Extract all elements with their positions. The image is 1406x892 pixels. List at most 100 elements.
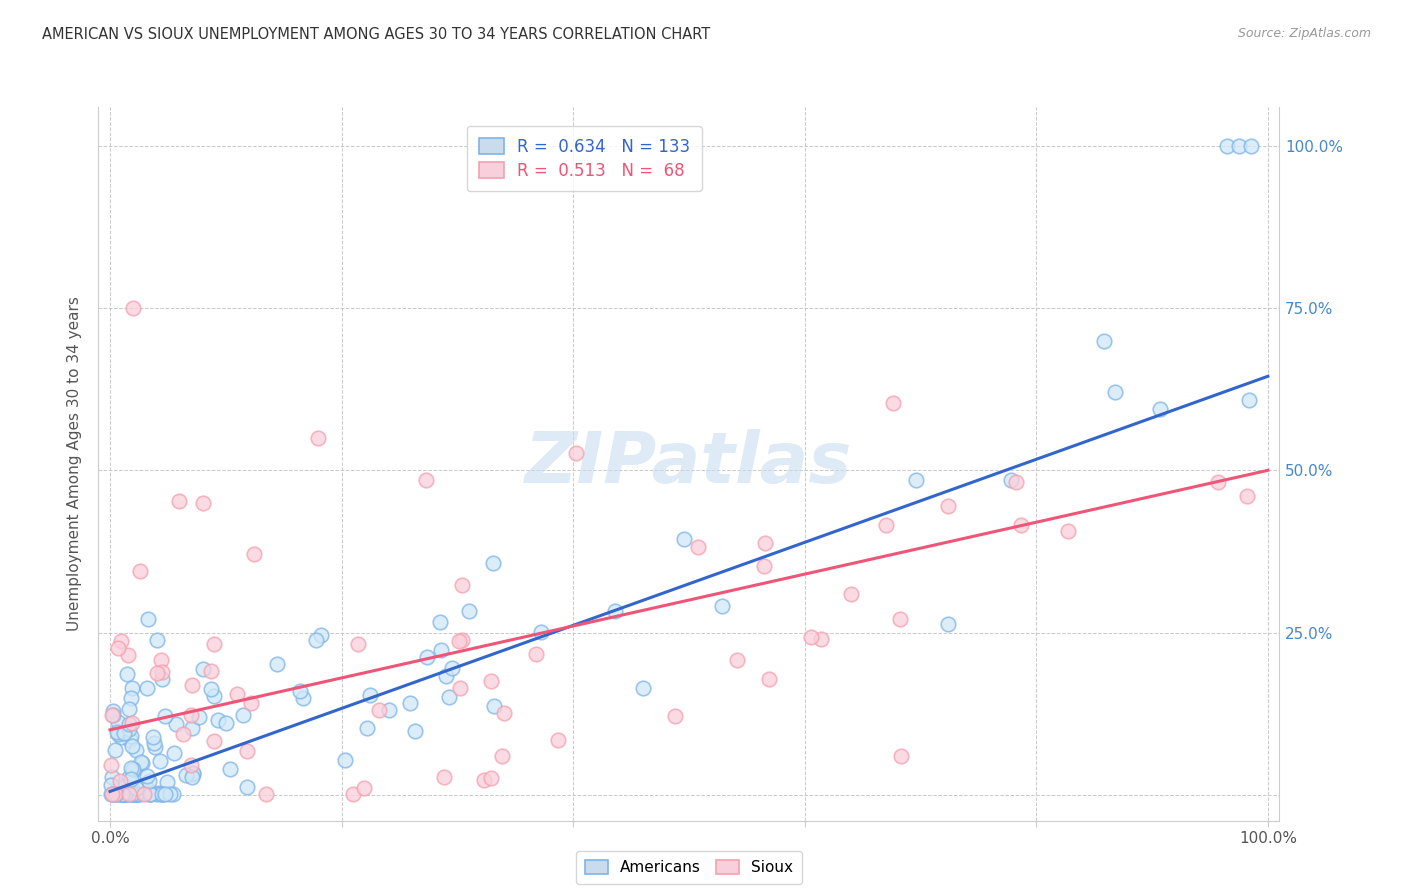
Point (449, 633, 471, 648)
Point (754, 535, 776, 549)
Point (105, 724, 128, 739)
Point (108, 787, 131, 801)
Point (134, 777, 156, 791)
Point (165, 716, 187, 731)
Point (115, 787, 138, 801)
Point (129, 565, 152, 579)
Point (127, 787, 149, 801)
Point (905, 473, 928, 487)
Point (219, 762, 242, 776)
Point (117, 787, 139, 801)
Text: AMERICAN VS SIOUX UNEMPLOYMENT AMONG AGES 30 TO 34 YEARS CORRELATION CHART: AMERICAN VS SIOUX UNEMPLOYMENT AMONG AGE… (42, 27, 710, 42)
Point (139, 787, 162, 801)
Point (117, 716, 139, 731)
Point (115, 667, 138, 681)
Point (104, 787, 127, 801)
Point (104, 787, 127, 801)
Point (882, 396, 904, 410)
Point (440, 661, 463, 675)
Point (155, 774, 177, 789)
Point (120, 772, 142, 786)
Point (121, 739, 143, 754)
Point (111, 787, 134, 801)
Point (114, 779, 136, 793)
Point (111, 787, 134, 801)
Point (202, 733, 225, 747)
Point (101, 704, 124, 718)
Point (936, 616, 959, 631)
Point (101, 787, 124, 801)
Point (124, 781, 146, 796)
Point (672, 532, 695, 546)
Point (451, 578, 474, 592)
Point (356, 721, 378, 735)
Point (128, 787, 150, 801)
Point (353, 780, 375, 795)
Point (100, 758, 122, 772)
Point (122, 301, 145, 315)
Point (254, 787, 277, 801)
Point (103, 708, 125, 723)
Point (207, 714, 229, 728)
Point (149, 754, 172, 768)
Point (243, 547, 266, 561)
Point (112, 725, 135, 739)
Point (149, 653, 172, 667)
Point (125, 787, 148, 801)
Point (236, 780, 259, 795)
Point (146, 632, 169, 647)
Point (215, 715, 238, 730)
Point (305, 632, 328, 647)
Point (150, 665, 173, 680)
Point (108, 787, 131, 801)
Point (121, 681, 143, 696)
Point (122, 762, 145, 776)
Point (235, 744, 257, 758)
Point (117, 648, 139, 663)
Point (686, 540, 709, 554)
Point (434, 669, 457, 683)
Point (155, 709, 177, 723)
Point (180, 678, 202, 692)
Point (547, 733, 569, 747)
Point (1104, 385, 1126, 400)
Point (149, 787, 172, 801)
Point (115, 787, 138, 801)
Point (479, 673, 502, 688)
Point (494, 706, 516, 720)
Point (188, 709, 211, 723)
Point (114, 787, 136, 801)
Legend: Americans, Sioux: Americans, Sioux (575, 850, 803, 884)
Point (631, 681, 654, 695)
Point (479, 771, 502, 785)
Point (481, 556, 503, 570)
Point (148, 786, 170, 800)
Point (122, 763, 145, 777)
Point (839, 587, 862, 601)
Point (1010, 517, 1032, 532)
Point (725, 653, 748, 667)
Point (131, 756, 153, 770)
Point (1000, 473, 1022, 487)
Point (433, 770, 456, 784)
Point (710, 599, 733, 613)
Point (142, 730, 165, 744)
Point (125, 787, 148, 801)
Point (152, 787, 174, 801)
Point (129, 755, 152, 769)
Point (105, 787, 128, 801)
Point (118, 733, 141, 747)
Point (125, 742, 148, 756)
Point (1236, 490, 1258, 504)
Point (890, 749, 912, 764)
Point (172, 727, 194, 741)
Point (107, 640, 129, 655)
Point (120, 761, 142, 775)
Point (181, 721, 204, 735)
Point (1239, 139, 1261, 153)
Point (335, 753, 357, 767)
Point (180, 757, 202, 772)
Point (121, 787, 143, 801)
Point (159, 787, 181, 801)
Point (266, 657, 288, 671)
